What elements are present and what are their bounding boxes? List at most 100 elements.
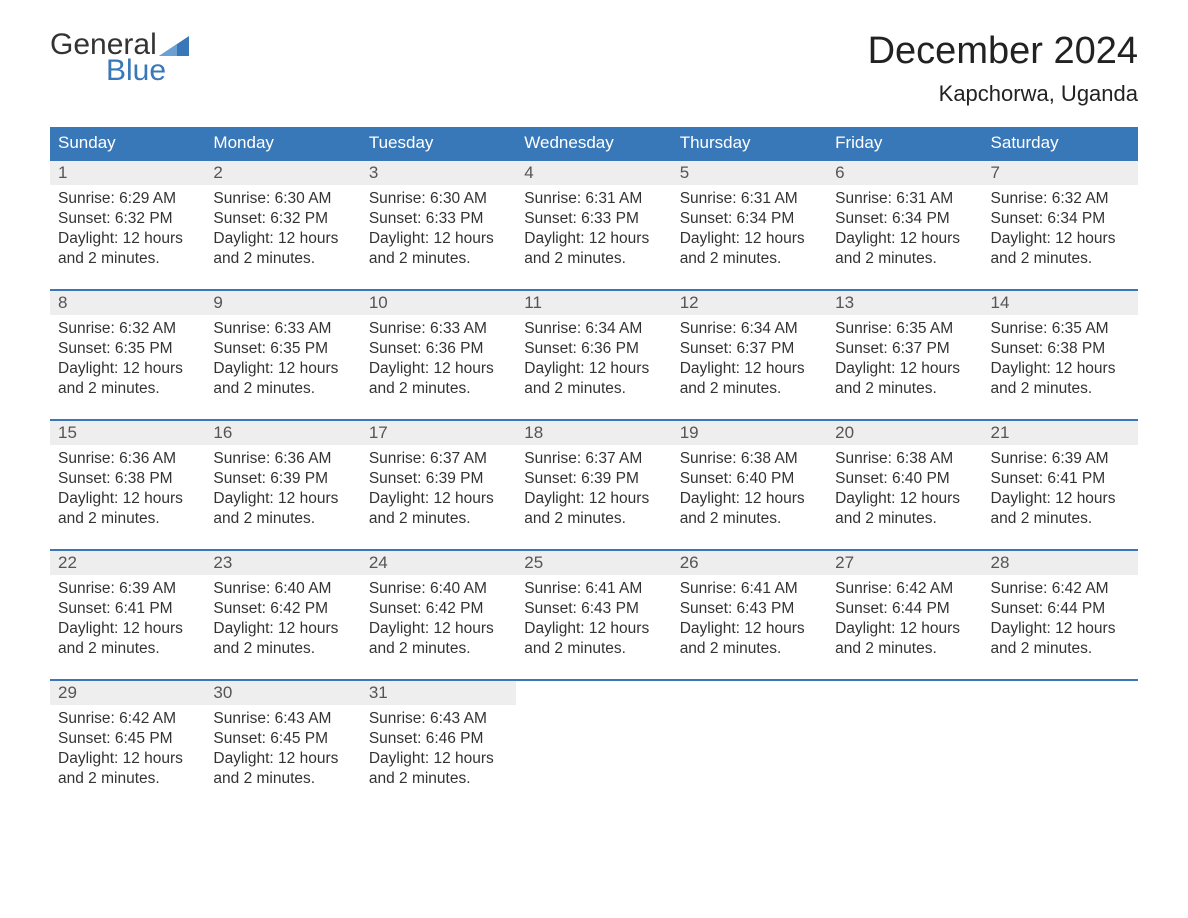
day-content-cell: Sunrise: 6:36 AMSunset: 6:39 PMDaylight:… <box>205 445 360 535</box>
sunrise-text: Sunrise: 6:36 AM <box>213 449 352 469</box>
daylight-text-line1: Daylight: 12 hours <box>991 359 1130 379</box>
sunset-text: Sunset: 6:37 PM <box>835 339 974 359</box>
sunrise-text: Sunrise: 6:43 AM <box>213 709 352 729</box>
daylight-text-line2: and 2 minutes. <box>369 639 508 659</box>
sunrise-text: Sunrise: 6:39 AM <box>58 579 197 599</box>
day-content-cell: Sunrise: 6:41 AMSunset: 6:43 PMDaylight:… <box>672 575 827 665</box>
daylight-text-line2: and 2 minutes. <box>991 639 1130 659</box>
date-number-cell <box>983 681 1138 705</box>
sunset-text: Sunset: 6:40 PM <box>680 469 819 489</box>
date-number-cell: 15 <box>50 421 205 445</box>
daylight-text-line2: and 2 minutes. <box>524 249 663 269</box>
flag-icon <box>159 36 189 56</box>
day-header-cell: Wednesday <box>516 127 671 159</box>
date-number-cell: 16 <box>205 421 360 445</box>
sunrise-text: Sunrise: 6:34 AM <box>524 319 663 339</box>
day-content-cell: Sunrise: 6:34 AMSunset: 6:37 PMDaylight:… <box>672 315 827 405</box>
date-number-cell: 21 <box>983 421 1138 445</box>
daylight-text-line1: Daylight: 12 hours <box>524 229 663 249</box>
date-number-cell: 6 <box>827 161 982 185</box>
sunrise-text: Sunrise: 6:39 AM <box>991 449 1130 469</box>
daylight-text-line2: and 2 minutes. <box>524 509 663 529</box>
date-number-cell: 3 <box>361 161 516 185</box>
sunrise-text: Sunrise: 6:43 AM <box>369 709 508 729</box>
daylight-text-line2: and 2 minutes. <box>58 509 197 529</box>
day-content-cell: Sunrise: 6:29 AMSunset: 6:32 PMDaylight:… <box>50 185 205 275</box>
sunset-text: Sunset: 6:38 PM <box>991 339 1130 359</box>
sunrise-text: Sunrise: 6:42 AM <box>58 709 197 729</box>
day-content-cell <box>516 705 671 795</box>
daylight-text-line1: Daylight: 12 hours <box>835 619 974 639</box>
day-content-cell: Sunrise: 6:36 AMSunset: 6:38 PMDaylight:… <box>50 445 205 535</box>
day-content-row: Sunrise: 6:39 AMSunset: 6:41 PMDaylight:… <box>50 575 1138 665</box>
date-number-cell: 24 <box>361 551 516 575</box>
page-header: General Blue December 2024 Kapchorwa, Ug… <box>50 30 1138 107</box>
daylight-text-line2: and 2 minutes. <box>213 379 352 399</box>
date-number-cell: 22 <box>50 551 205 575</box>
daylight-text-line1: Daylight: 12 hours <box>524 619 663 639</box>
date-number-cell: 10 <box>361 291 516 315</box>
day-content-cell: Sunrise: 6:30 AMSunset: 6:33 PMDaylight:… <box>361 185 516 275</box>
daylight-text-line1: Daylight: 12 hours <box>680 619 819 639</box>
date-number-cell: 8 <box>50 291 205 315</box>
date-number-cell: 2 <box>205 161 360 185</box>
daylight-text-line1: Daylight: 12 hours <box>835 359 974 379</box>
location-label: Kapchorwa, Uganda <box>868 81 1138 107</box>
day-content-cell: Sunrise: 6:39 AMSunset: 6:41 PMDaylight:… <box>50 575 205 665</box>
date-number-row: 891011121314 <box>50 291 1138 315</box>
date-number-cell: 27 <box>827 551 982 575</box>
daylight-text-line2: and 2 minutes. <box>835 509 974 529</box>
day-content-cell: Sunrise: 6:31 AMSunset: 6:34 PMDaylight:… <box>672 185 827 275</box>
day-content-cell: Sunrise: 6:42 AMSunset: 6:44 PMDaylight:… <box>827 575 982 665</box>
day-header-cell: Friday <box>827 127 982 159</box>
sunset-text: Sunset: 6:42 PM <box>369 599 508 619</box>
date-number-row: 293031 <box>50 681 1138 705</box>
day-header-row: SundayMondayTuesdayWednesdayThursdayFrid… <box>50 127 1138 159</box>
day-content-cell: Sunrise: 6:34 AMSunset: 6:36 PMDaylight:… <box>516 315 671 405</box>
date-number-row: 1234567 <box>50 161 1138 185</box>
week-block: 1234567Sunrise: 6:29 AMSunset: 6:32 PMDa… <box>50 159 1138 275</box>
sunset-text: Sunset: 6:45 PM <box>58 729 197 749</box>
sunrise-text: Sunrise: 6:42 AM <box>991 579 1130 599</box>
daylight-text-line2: and 2 minutes. <box>58 639 197 659</box>
date-number-cell <box>516 681 671 705</box>
daylight-text-line1: Daylight: 12 hours <box>213 359 352 379</box>
daylight-text-line2: and 2 minutes. <box>680 379 819 399</box>
daylight-text-line2: and 2 minutes. <box>680 509 819 529</box>
daylight-text-line1: Daylight: 12 hours <box>213 749 352 769</box>
day-content-row: Sunrise: 6:29 AMSunset: 6:32 PMDaylight:… <box>50 185 1138 275</box>
date-number-cell: 19 <box>672 421 827 445</box>
date-number-cell: 5 <box>672 161 827 185</box>
date-number-cell <box>827 681 982 705</box>
sunrise-text: Sunrise: 6:30 AM <box>213 189 352 209</box>
sunrise-text: Sunrise: 6:31 AM <box>835 189 974 209</box>
date-number-cell <box>672 681 827 705</box>
date-number-cell: 13 <box>827 291 982 315</box>
daylight-text-line2: and 2 minutes. <box>835 639 974 659</box>
date-number-cell: 25 <box>516 551 671 575</box>
daylight-text-line2: and 2 minutes. <box>213 639 352 659</box>
date-number-row: 22232425262728 <box>50 551 1138 575</box>
daylight-text-line2: and 2 minutes. <box>369 769 508 789</box>
sunrise-text: Sunrise: 6:33 AM <box>213 319 352 339</box>
day-content-cell: Sunrise: 6:39 AMSunset: 6:41 PMDaylight:… <box>983 445 1138 535</box>
daylight-text-line1: Daylight: 12 hours <box>369 489 508 509</box>
sunrise-text: Sunrise: 6:32 AM <box>991 189 1130 209</box>
day-content-cell: Sunrise: 6:35 AMSunset: 6:38 PMDaylight:… <box>983 315 1138 405</box>
sunset-text: Sunset: 6:39 PM <box>213 469 352 489</box>
sunrise-text: Sunrise: 6:34 AM <box>680 319 819 339</box>
title-block: December 2024 Kapchorwa, Uganda <box>868 30 1138 107</box>
daylight-text-line2: and 2 minutes. <box>213 769 352 789</box>
sunset-text: Sunset: 6:46 PM <box>369 729 508 749</box>
daylight-text-line2: and 2 minutes. <box>369 509 508 529</box>
sunset-text: Sunset: 6:34 PM <box>835 209 974 229</box>
daylight-text-line2: and 2 minutes. <box>213 249 352 269</box>
date-number-cell: 30 <box>205 681 360 705</box>
calendar: SundayMondayTuesdayWednesdayThursdayFrid… <box>50 127 1138 795</box>
daylight-text-line1: Daylight: 12 hours <box>58 749 197 769</box>
date-number-cell: 18 <box>516 421 671 445</box>
day-content-cell: Sunrise: 6:33 AMSunset: 6:35 PMDaylight:… <box>205 315 360 405</box>
date-number-cell: 20 <box>827 421 982 445</box>
daylight-text-line1: Daylight: 12 hours <box>213 229 352 249</box>
day-content-cell: Sunrise: 6:32 AMSunset: 6:35 PMDaylight:… <box>50 315 205 405</box>
